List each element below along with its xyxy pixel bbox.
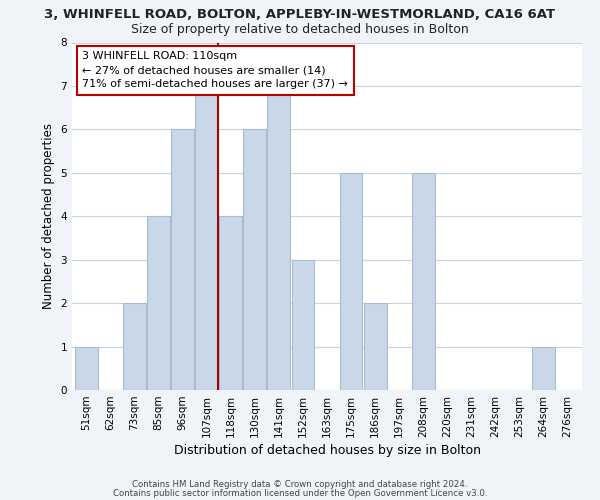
Text: 3, WHINFELL ROAD, BOLTON, APPLEBY-IN-WESTMORLAND, CA16 6AT: 3, WHINFELL ROAD, BOLTON, APPLEBY-IN-WES…	[44, 8, 556, 20]
Bar	[171, 130, 194, 390]
Bar	[340, 173, 362, 390]
Y-axis label: Number of detached properties: Number of detached properties	[42, 123, 55, 309]
Bar	[268, 86, 290, 390]
Bar	[75, 346, 98, 390]
Bar	[147, 216, 170, 390]
Bar	[292, 260, 314, 390]
Text: Contains public sector information licensed under the Open Government Licence v3: Contains public sector information licen…	[113, 488, 487, 498]
Bar	[195, 86, 218, 390]
Bar	[123, 303, 146, 390]
Bar	[220, 216, 242, 390]
Text: Contains HM Land Registry data © Crown copyright and database right 2024.: Contains HM Land Registry data © Crown c…	[132, 480, 468, 489]
Bar	[412, 173, 434, 390]
Text: 3 WHINFELL ROAD: 110sqm
← 27% of detached houses are smaller (14)
71% of semi-de: 3 WHINFELL ROAD: 110sqm ← 27% of detache…	[82, 51, 348, 89]
Text: Size of property relative to detached houses in Bolton: Size of property relative to detached ho…	[131, 22, 469, 36]
Bar	[532, 346, 555, 390]
Bar	[244, 130, 266, 390]
X-axis label: Distribution of detached houses by size in Bolton: Distribution of detached houses by size …	[173, 444, 481, 457]
Bar	[364, 303, 386, 390]
